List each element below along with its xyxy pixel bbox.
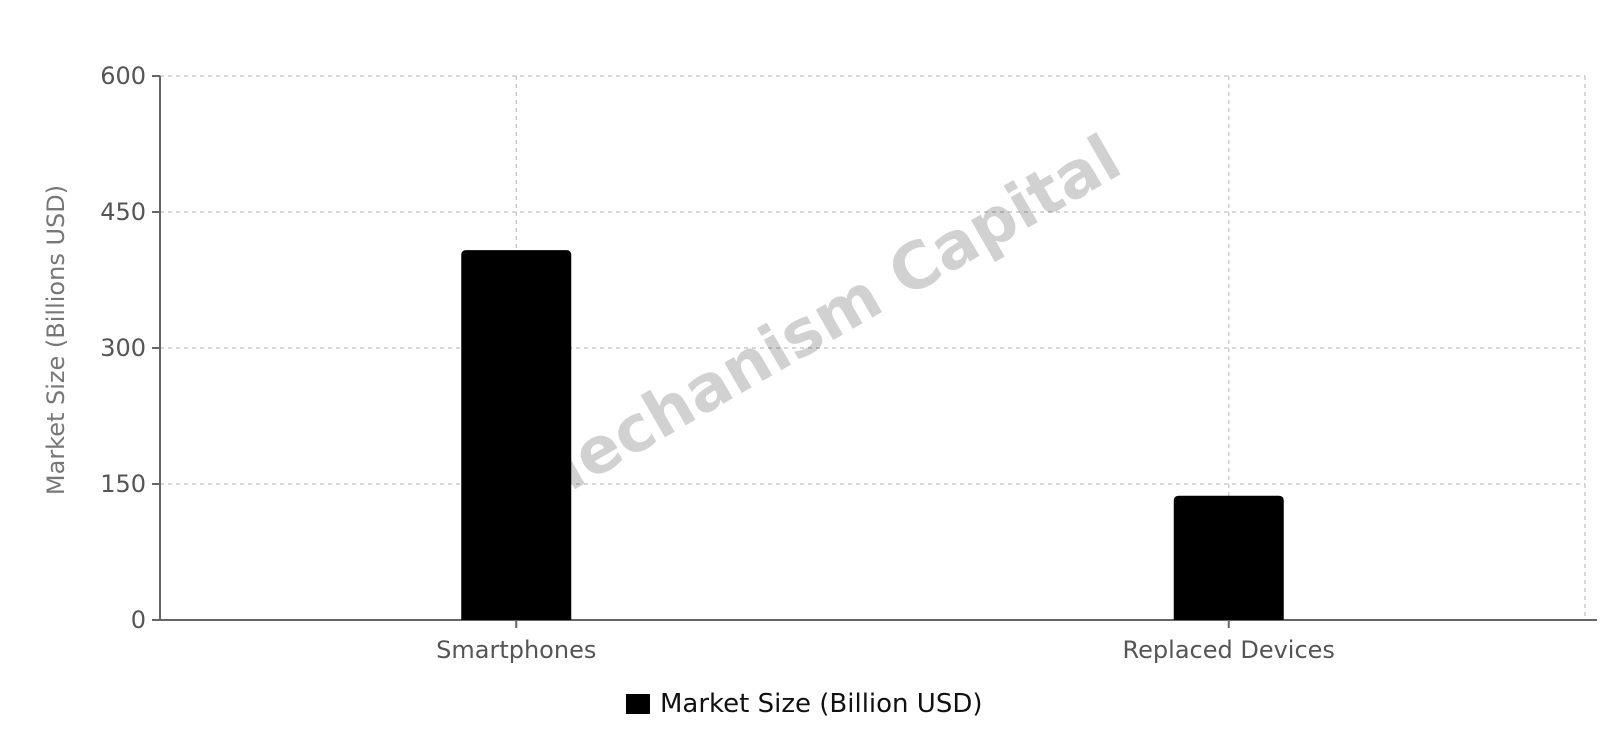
x-tick-label: Smartphones <box>436 636 596 664</box>
grid-lines <box>160 75 1586 620</box>
y-tick-label: 150 <box>100 470 146 498</box>
y-tick-label: 450 <box>100 198 146 226</box>
x-tick-labels: Smartphones Replaced Devices <box>436 636 1335 664</box>
y-axis-title: Market Size (Billions USD) <box>42 185 70 495</box>
bar[interactable] <box>1173 495 1284 620</box>
legend-swatch <box>626 694 650 714</box>
y-tick-labels: 0 150 300 450 600 <box>100 62 146 634</box>
y-tick-label: 0 <box>131 606 146 634</box>
y-tick-label: 300 <box>100 334 146 362</box>
legend-label: Market Size (Billion USD) <box>660 689 983 719</box>
x-tick-label: Replaced Devices <box>1123 636 1335 664</box>
watermark: Mechanism Capital <box>506 121 1134 526</box>
bar[interactable] <box>461 250 572 620</box>
axes <box>152 75 1597 628</box>
legend[interactable]: Market Size (Billion USD) <box>626 689 983 719</box>
y-tick-label: 600 <box>100 62 146 90</box>
bars <box>461 250 1284 620</box>
